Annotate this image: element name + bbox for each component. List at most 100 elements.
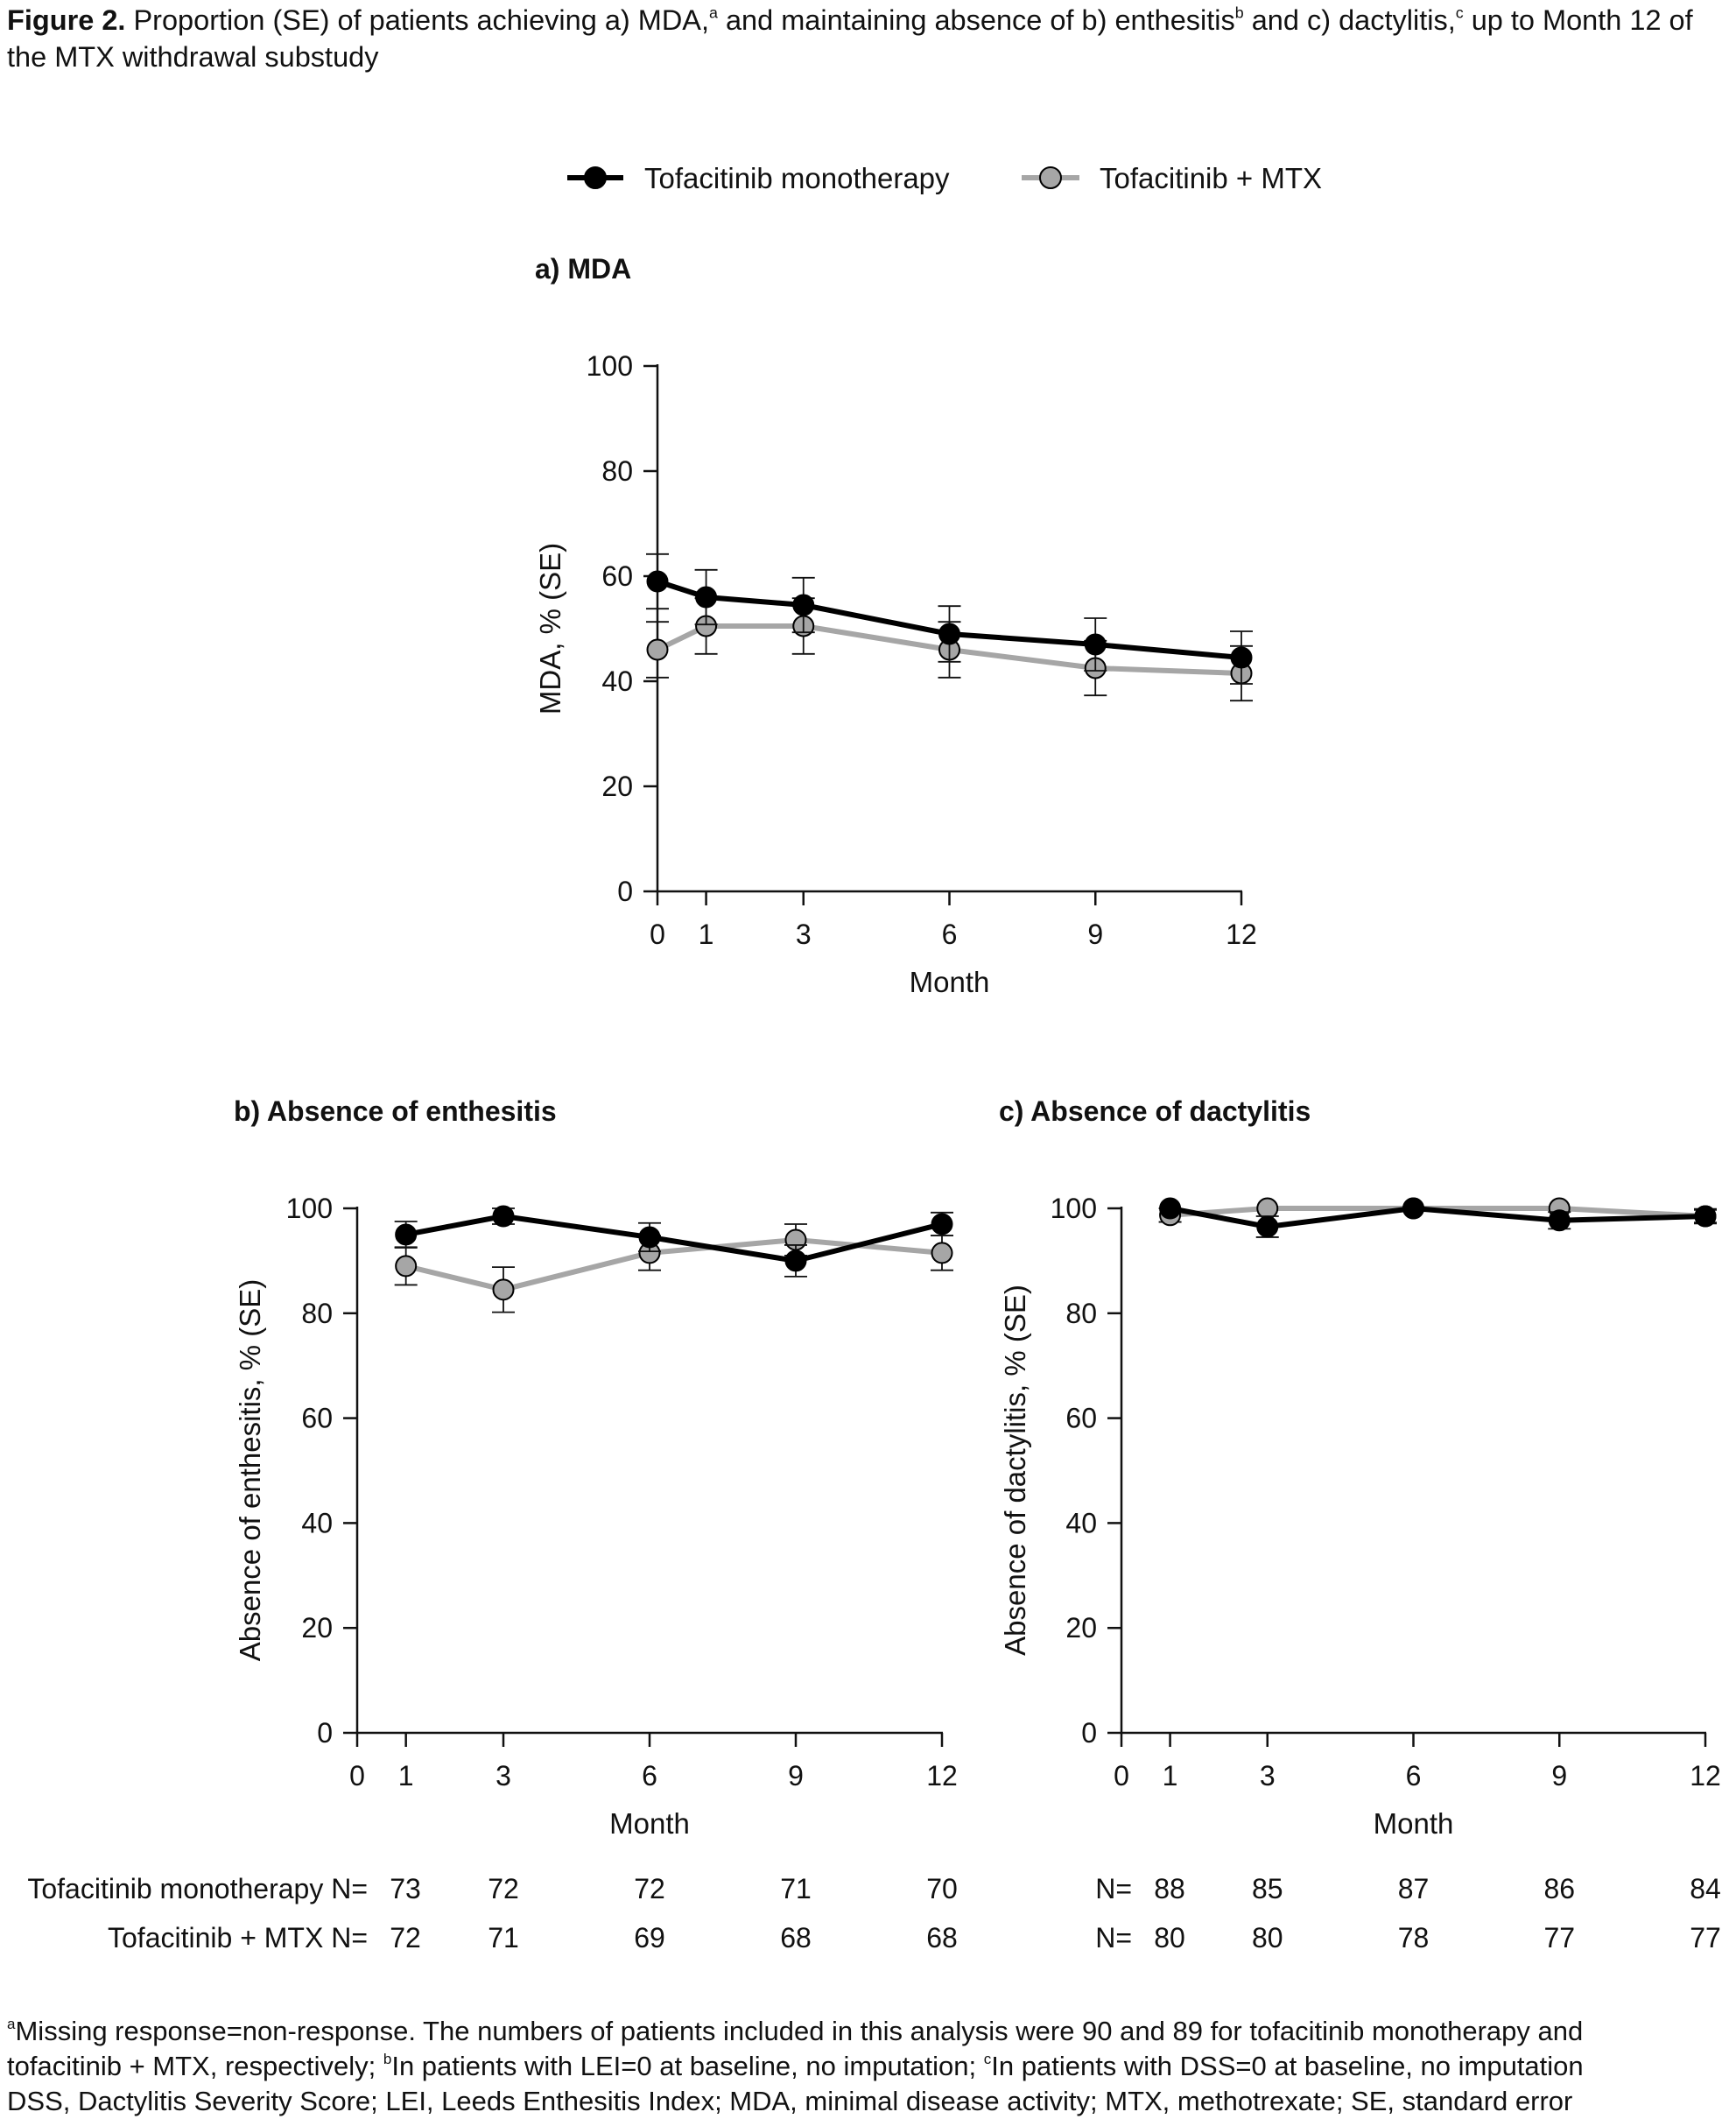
x-tick-label: 12 — [926, 1760, 958, 1792]
legend-marker-combo — [1039, 166, 1062, 189]
figure-label: Figure 2. — [7, 4, 126, 36]
y-tick-label: 100 — [587, 350, 633, 382]
caption-sup-a: a — [709, 4, 718, 22]
legend-label-mono: Tofacitinib monotherapy — [644, 162, 950, 194]
x-tick-label: 9 — [1087, 919, 1103, 950]
y-tick-label: 20 — [301, 1612, 333, 1644]
caption-sup-b: b — [1234, 4, 1244, 22]
footnote-a-text: Missing response=non-response. The numbe… — [15, 2016, 1584, 2046]
n-value: 68 — [780, 1922, 812, 1954]
footnote-b-text: In patients with LEI=0 at baseline, no i… — [391, 2051, 984, 2081]
n-value: 72 — [634, 1873, 665, 1904]
y-tick-label: 80 — [601, 455, 633, 487]
x-tick-label: 3 — [796, 919, 812, 950]
series-line-mono — [405, 1213, 943, 1264]
y-tick-label: 60 — [601, 560, 633, 592]
caption-text-4: up to Month 12 of the MTX withdrawal sub… — [7, 4, 1693, 73]
data-point-mono — [1548, 1209, 1571, 1232]
n-value: 80 — [1252, 1922, 1283, 1954]
footnote: aMissing response=non-response. The numb… — [7, 2014, 1732, 2119]
y-tick-label: 20 — [601, 771, 633, 802]
footnote-line-1: aMissing response=non-response. The numb… — [7, 2014, 1732, 2049]
n-row-label: Tofacitinib monotherapy N= — [27, 1873, 368, 1904]
data-point-mono — [646, 570, 669, 593]
n-value: 69 — [634, 1922, 665, 1954]
n-value: 70 — [926, 1873, 958, 1904]
x-tick-label: 0 — [650, 919, 665, 950]
x-tick-label: 0 — [1114, 1760, 1129, 1792]
n-value: 84 — [1690, 1873, 1721, 1904]
x-tick-label: 6 — [1406, 1760, 1422, 1792]
footnote-line-2: tofacitinib + MTX, respectively; bIn pat… — [7, 2049, 1732, 2084]
data-point-mono — [938, 623, 960, 645]
data-point-mono — [638, 1226, 661, 1249]
n-row-label: N= — [1095, 1873, 1132, 1904]
n-value: 71 — [488, 1922, 519, 1954]
legend-marker-mono — [584, 166, 607, 189]
y-tick-label: 0 — [1081, 1717, 1097, 1749]
panel-mda: a) MDA 0 20 40 60 80 100 0 1 3 6 9 12 Month MDA, % (SE… — [534, 253, 1257, 998]
data-point-mono — [395, 1223, 418, 1246]
data-point-mono — [792, 594, 815, 616]
y-tick-label: 0 — [317, 1717, 333, 1749]
footnote-a-text-2: tofacitinib + MTX, respectively; — [7, 2051, 383, 2081]
n-value: 87 — [1398, 1873, 1430, 1904]
footnote-sup-c: c — [983, 2051, 992, 2068]
x-axis-title: Month — [1374, 1807, 1454, 1840]
y-tick-label: 80 — [301, 1298, 333, 1329]
footnote-sup-a: a — [7, 2016, 16, 2033]
y-axis-title: Absence of dactylitis, % (SE) — [999, 1285, 1031, 1656]
chart-title: a) MDA — [535, 253, 631, 285]
n-value: 88 — [1154, 1873, 1185, 1904]
n-value: 72 — [488, 1873, 519, 1904]
n-value: 73 — [390, 1873, 421, 1904]
data-point-mono — [492, 1205, 515, 1228]
x-tick-label: 1 — [398, 1760, 414, 1792]
data-point-combo — [492, 1278, 515, 1301]
caption-text-2: and maintaining absence of b) enthesitis — [717, 4, 1235, 36]
n-value: 77 — [1690, 1922, 1721, 1954]
x-axis-title: Month — [609, 1807, 690, 1840]
panel-enthesitis: b) Absence of enthesitis 0 20 40 60 80 100 0 1 3 6… — [27, 1095, 957, 1954]
legend-label-combo: Tofacitinib + MTX — [1100, 162, 1322, 194]
series-line-combo — [404, 1236, 943, 1292]
caption-text-3: and c) dactylitis, — [1243, 4, 1456, 36]
data-point-combo — [646, 638, 669, 661]
data-point-mono — [1159, 1197, 1182, 1220]
footnote-abbreviations: DSS, Dactylitis Severity Score; LEI, Lee… — [7, 2086, 1573, 2116]
y-tick-label: 60 — [1065, 1403, 1097, 1434]
x-tick-label: 6 — [942, 919, 958, 950]
data-point-mono — [1694, 1205, 1717, 1228]
y-tick-label: 100 — [1051, 1193, 1097, 1224]
n-value: 80 — [1154, 1922, 1185, 1954]
x-tick-label: 0 — [349, 1760, 365, 1792]
x-axis-title: Month — [910, 966, 990, 998]
y-tick-label: 0 — [617, 876, 633, 907]
x-tick-label: 3 — [495, 1760, 511, 1792]
x-tick-label: 9 — [788, 1760, 804, 1792]
y-tick-label: 40 — [601, 665, 633, 697]
y-axis-title: MDA, % (SE) — [534, 543, 566, 715]
data-point-mono — [1256, 1215, 1279, 1238]
n-value: 85 — [1252, 1873, 1283, 1904]
y-axis-title: Absence of enthesitis, % (SE) — [234, 1279, 266, 1662]
y-tick-label: 60 — [301, 1403, 333, 1434]
x-tick-label: 6 — [642, 1760, 657, 1792]
y-tick-label: 20 — [1065, 1612, 1097, 1644]
chart-title: b) Absence of enthesitis — [234, 1095, 557, 1127]
y-tick-label: 100 — [286, 1193, 333, 1224]
y-tick-label: 40 — [1065, 1507, 1097, 1538]
chart-title: c) Absence of dactylitis — [999, 1095, 1311, 1127]
n-value: 77 — [1543, 1922, 1575, 1954]
data-point-combo — [395, 1255, 418, 1278]
x-tick-label: 9 — [1551, 1760, 1567, 1792]
data-point-combo — [931, 1242, 953, 1264]
legend: Tofacitinib monotherapy Tofacitinib + MT… — [567, 162, 1322, 194]
data-point-mono — [1084, 633, 1107, 656]
x-tick-label: 1 — [1163, 1760, 1178, 1792]
data-point-mono — [784, 1250, 807, 1272]
figure-canvas: Tofacitinib monotherapy Tofacitinib + MT… — [27, 162, 1721, 1954]
y-tick-label: 40 — [301, 1507, 333, 1538]
n-value: 86 — [1543, 1873, 1575, 1904]
footnote-sup-b: b — [383, 2051, 392, 2068]
